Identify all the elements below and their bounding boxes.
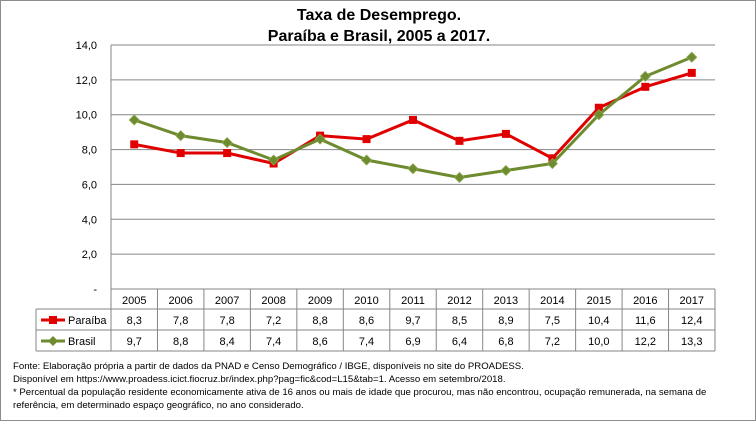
- data-point-paraiba: [501, 129, 510, 138]
- y-tick-label: 2,0: [82, 249, 97, 261]
- y-tick-label: 8,0: [82, 145, 97, 157]
- data-point-brasil: [593, 109, 605, 121]
- data-point-brasil: [268, 154, 280, 166]
- data-table-cell: 10,0: [588, 336, 609, 348]
- data-table-cell: 12,4: [681, 315, 702, 327]
- x-tick-label: 2007: [215, 295, 239, 307]
- y-tick-label: 6,0: [82, 179, 97, 191]
- data-table-cell: 7,2: [266, 315, 281, 327]
- line-chart: - 2,0 4,0 6,0 8,0 10,0 12,0 14,0 2005 2006 2007 200…: [35, 40, 716, 352]
- x-tick-label: 2011: [401, 295, 425, 307]
- data-table-cell: 6,8: [498, 336, 513, 348]
- chart-title-line2: Paraíba e Brasil, 2005 a 2017.: [267, 28, 491, 45]
- data-table-cell: 9,7: [405, 315, 420, 327]
- data-table-cell: 11,6: [635, 315, 656, 327]
- legend-label-paraíba: Paraíba: [68, 315, 107, 327]
- footnote-url: Disponível em https://www.proadess.icict…: [13, 374, 506, 385]
- data-point-brasil: [686, 51, 698, 63]
- data-table-cell: 7,8: [173, 315, 188, 327]
- data-table-cell: 9,7: [127, 336, 142, 348]
- y-tick-label: 12,0: [76, 75, 97, 87]
- data-point-brasil: [314, 133, 326, 145]
- data-point-paraiba: [594, 103, 603, 112]
- data-point-paraiba: [176, 149, 185, 158]
- legend-label-brasil: Brasil: [68, 336, 96, 348]
- data-point-brasil: [221, 137, 233, 149]
- x-tick-label: 2009: [308, 295, 332, 307]
- data-table-cell: 13,3: [681, 336, 702, 348]
- data-table-cell: 7,4: [359, 336, 374, 348]
- data-table-cell: 8,3: [127, 315, 142, 327]
- data-table-cell: 8,4: [220, 336, 235, 348]
- x-tick-label: 2016: [633, 295, 657, 307]
- data-point-paraiba: [130, 140, 139, 149]
- data-table-cell: 6,9: [405, 336, 420, 348]
- data-table-cell: 6,4: [452, 336, 467, 348]
- y-tick-label: 4,0: [82, 214, 97, 226]
- data-point-brasil: [175, 130, 187, 142]
- data-table-cell: 7,8: [220, 315, 235, 327]
- data-point-paraiba: [641, 82, 650, 91]
- y-tick-label: 14,0: [76, 40, 97, 52]
- data-table-cell: 8,6: [312, 336, 327, 348]
- data-table-cell: 8,5: [452, 315, 467, 327]
- footnote-source: Fonte: Elaboração própria a partir de da…: [13, 361, 524, 372]
- data-table-cell: 10,4: [588, 315, 609, 327]
- data-table-cell: 7,5: [545, 315, 560, 327]
- x-tick-label: 2008: [261, 295, 285, 307]
- x-tick-label: 2005: [122, 295, 146, 307]
- footnote-definition: * Percentual da população residente econ…: [13, 387, 707, 398]
- data-point-brasil: [500, 164, 512, 177]
- data-table-cell: 8,6: [359, 315, 374, 327]
- data-table-cell: 7,2: [545, 336, 560, 348]
- data-table-cell: 8,8: [173, 336, 188, 348]
- data-point-brasil: [639, 70, 651, 82]
- data-point-paraiba: [409, 115, 417, 124]
- data-table-cell: 7,4: [266, 336, 281, 348]
- data-table-cell: 12,2: [635, 336, 656, 348]
- legend-marker-square: [49, 316, 57, 324]
- data-point-brasil: [407, 163, 419, 175]
- x-tick-label: 2012: [447, 295, 471, 307]
- data-table-cell: 8,9: [498, 315, 513, 327]
- data-point-brasil: [546, 157, 558, 170]
- data-point-brasil: [128, 114, 140, 126]
- data-point-paraiba: [362, 135, 371, 144]
- chart-title-line1: Taxa de Desemprego.: [296, 7, 462, 24]
- x-tick-label: 2015: [587, 295, 611, 307]
- x-tick-label: 2014: [540, 295, 564, 307]
- x-tick-label: 2017: [680, 295, 704, 307]
- data-point-paraiba: [223, 149, 232, 158]
- legend-marker-diamond: [48, 336, 58, 346]
- data-point-brasil: [453, 171, 466, 184]
- x-tick-label: 2006: [168, 295, 192, 307]
- data-table-cell: 8,8: [312, 315, 327, 327]
- x-tick-label: 2010: [354, 295, 378, 307]
- data-point-paraiba: [455, 136, 464, 145]
- x-tick-label: 2013: [494, 295, 518, 307]
- y-tick-label: -: [93, 284, 97, 296]
- data-point-paraiba: [687, 68, 696, 77]
- data-point-brasil: [360, 154, 373, 166]
- y-tick-label: 10,0: [76, 110, 97, 122]
- footnote-definition-cont: referência, em determinado espaço geográ…: [13, 400, 304, 411]
